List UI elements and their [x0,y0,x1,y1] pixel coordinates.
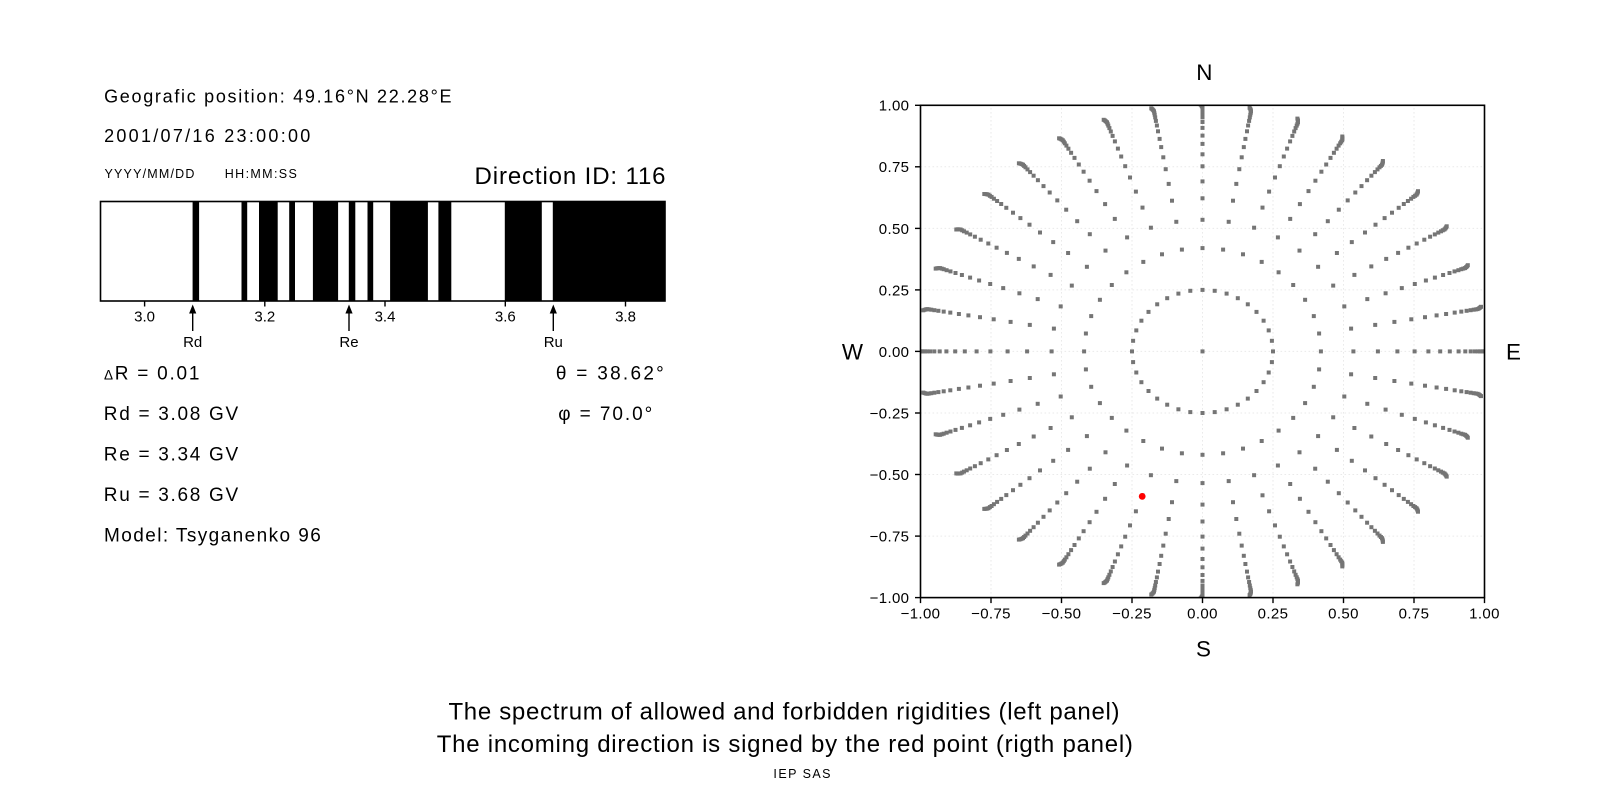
svg-text:ΔR = 0.01: ΔR = 0.01 [104,364,201,385]
svg-text:Ru = 3.68 GV: Ru = 3.68 GV [104,485,240,506]
svg-text:1.00: 1.00 [879,98,910,115]
svg-text:3.4: 3.4 [375,308,396,325]
svg-text:0.00: 0.00 [879,344,910,361]
svg-text:Rd = 3.08 GV: Rd = 3.08 GV [104,404,240,425]
svg-text:−0.25: −0.25 [1112,605,1152,622]
svg-text:−0.50: −0.50 [870,467,910,484]
svg-text:Re = 3.34 GV: Re = 3.34 GV [104,445,240,466]
svg-text:E: E [1506,340,1521,365]
svg-text:0.00: 0.00 [1187,605,1218,622]
svg-text:W: W [842,340,864,365]
svg-text:−1.00: −1.00 [870,590,910,607]
svg-text:0.25: 0.25 [1258,605,1289,622]
svg-text:3.8: 3.8 [615,308,636,325]
svg-text:The incoming direction is sign: The incoming direction is signed by the … [437,731,1134,758]
svg-text:IEP SAS: IEP SAS [773,767,832,781]
svg-text:3.0: 3.0 [134,308,155,325]
svg-text:0.50: 0.50 [1328,605,1359,622]
svg-text:−0.75: −0.75 [971,605,1011,622]
svg-text:2001/07/16 23:00:00: 2001/07/16 23:00:00 [104,126,312,146]
svg-text:1.00: 1.00 [1469,605,1500,622]
svg-text:0.50: 0.50 [879,221,910,238]
svg-text:−0.50: −0.50 [1042,605,1082,622]
svg-text:Geografic position: 49.16°N 22: Geografic position: 49.16°N 22.28°E [104,87,453,107]
svg-text:Rd: Rd [183,334,202,351]
svg-text:Ru: Ru [544,334,563,351]
svg-text:0.75: 0.75 [1399,605,1430,622]
svg-text:Model: Tsyganenko 96: Model: Tsyganenko 96 [104,525,322,546]
svg-text:θ = 38.62°: θ = 38.62° [556,364,666,385]
svg-text:YYYY/MM/DD: YYYY/MM/DD [105,167,196,181]
svg-text:Re: Re [339,334,358,351]
svg-text:3.6: 3.6 [495,308,516,325]
svg-text:0.25: 0.25 [879,282,910,299]
svg-text:0.75: 0.75 [879,159,910,176]
svg-text:3.2: 3.2 [254,308,275,325]
svg-text:HH:MM:SS: HH:MM:SS [225,167,298,181]
svg-text:S: S [1196,636,1211,661]
svg-text:−0.75: −0.75 [870,529,910,546]
svg-text:−0.25: −0.25 [870,405,910,422]
svg-text:N: N [1196,60,1212,85]
svg-text:−1.00: −1.00 [901,605,941,622]
svg-text:Direction ID: 116: Direction ID: 116 [475,163,667,190]
svg-text:φ = 70.0°: φ = 70.0° [558,404,654,425]
svg-text:The spectrum of allowed and fo: The spectrum of allowed and forbidden ri… [448,698,1120,725]
